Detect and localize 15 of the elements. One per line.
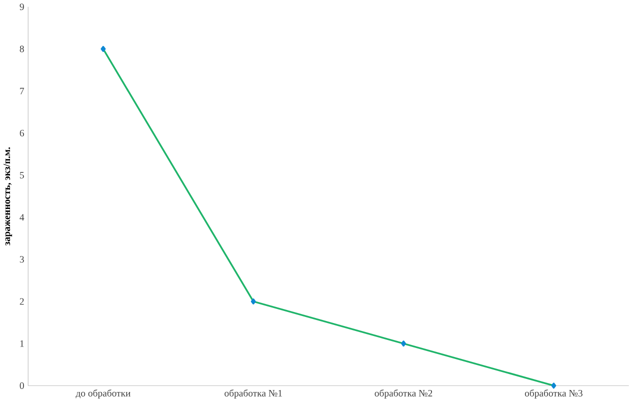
y-tick-label: 4	[20, 214, 24, 220]
x-tick-label: до обработки	[76, 389, 130, 398]
y-tick-label: 7	[20, 88, 24, 94]
x-tick-label: обработка №1	[224, 389, 282, 398]
y-tick-label: 6	[20, 130, 24, 136]
y-tick-label: 3	[20, 256, 24, 263]
y-tick-label: 9	[20, 4, 24, 10]
y-axis-title: зараженность, экз/п.м.	[4, 147, 12, 246]
x-tick-label: обработка №3	[524, 389, 582, 398]
y-tick-label: 1	[20, 340, 24, 347]
y-tick-label: 2	[20, 298, 24, 305]
x-tick-label: обработка №2	[374, 389, 432, 398]
y-tick-label: 0	[20, 382, 24, 389]
y-tick-label: 5	[20, 172, 24, 178]
y-tick-label: 8	[20, 46, 24, 52]
